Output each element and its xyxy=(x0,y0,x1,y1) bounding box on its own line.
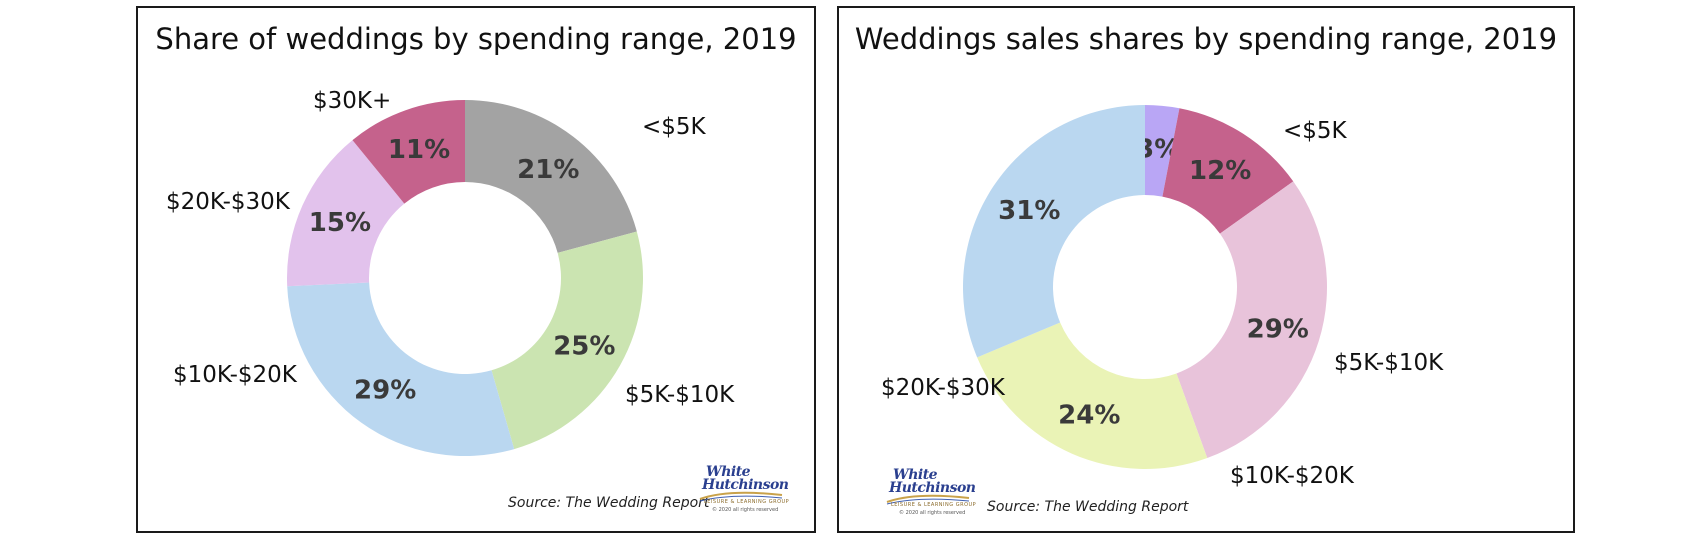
source-note: Source: The Wedding Report xyxy=(987,499,1189,515)
slice-percent-label: 21% xyxy=(517,155,579,185)
slice-percent-label: 31% xyxy=(998,196,1060,226)
chart-title: Weddings sales shares by spending range,… xyxy=(854,22,1558,56)
category-label: $5K-$10K xyxy=(625,382,735,408)
white-hutchinson-logo: White Hutchinson LEISURE & LEARNING GROU… xyxy=(886,467,977,516)
category-label: $10K-$20K xyxy=(1230,463,1355,489)
source-note: Source: The Wedding Report xyxy=(508,495,710,511)
category-label: $30K+ xyxy=(313,88,391,114)
donut-slice xyxy=(352,100,465,204)
slice-percent-label: 12% xyxy=(1189,156,1251,186)
slice-percent-label: 15% xyxy=(309,208,371,238)
donut-slice xyxy=(465,100,637,253)
donut-slice xyxy=(1145,105,1180,197)
donut-slice xyxy=(963,105,1145,358)
donut-chart: 21% <$5K 25% $5K-$10K 29% $10K-$20K 15% $20K-$3… xyxy=(166,88,735,456)
category-label: <$5K xyxy=(642,114,707,140)
category-label: $20K-$30K xyxy=(166,189,291,215)
donut-slice xyxy=(287,140,405,287)
donut-slice xyxy=(491,231,643,450)
slice-percent-label: 11% xyxy=(388,135,450,165)
chart-panel-right: Weddings sales shares by spending range,… xyxy=(837,6,1575,533)
donut-slice xyxy=(287,282,515,456)
category-label: <$5K xyxy=(1283,118,1348,144)
category-label: $10K-$20K xyxy=(173,362,298,388)
category-label: $5K-$10K xyxy=(1334,350,1444,376)
chart-title: Share of weddings by spending range, 201… xyxy=(155,22,797,56)
white-hutchinson-logo: White Hutchinson LEISURE & LEARNING GROU… xyxy=(699,464,790,513)
donut-slice xyxy=(1176,181,1327,459)
slice-percent-label: 29% xyxy=(354,375,416,405)
donut-chart: 3%12%<$5K29%$5K-$10K24%$10K-$20K31%$20K-… xyxy=(881,105,1444,489)
chart-panel-left: Share of weddings by spending range, 201… xyxy=(136,6,816,533)
slice-percent-label: 24% xyxy=(1058,400,1120,430)
donut-slice xyxy=(1162,108,1294,234)
donut-slice xyxy=(977,322,1208,469)
category-label: $20K-$30K xyxy=(881,375,1006,401)
slice-percent-label: 29% xyxy=(1247,314,1309,344)
slice-percent-label: 25% xyxy=(553,331,615,361)
